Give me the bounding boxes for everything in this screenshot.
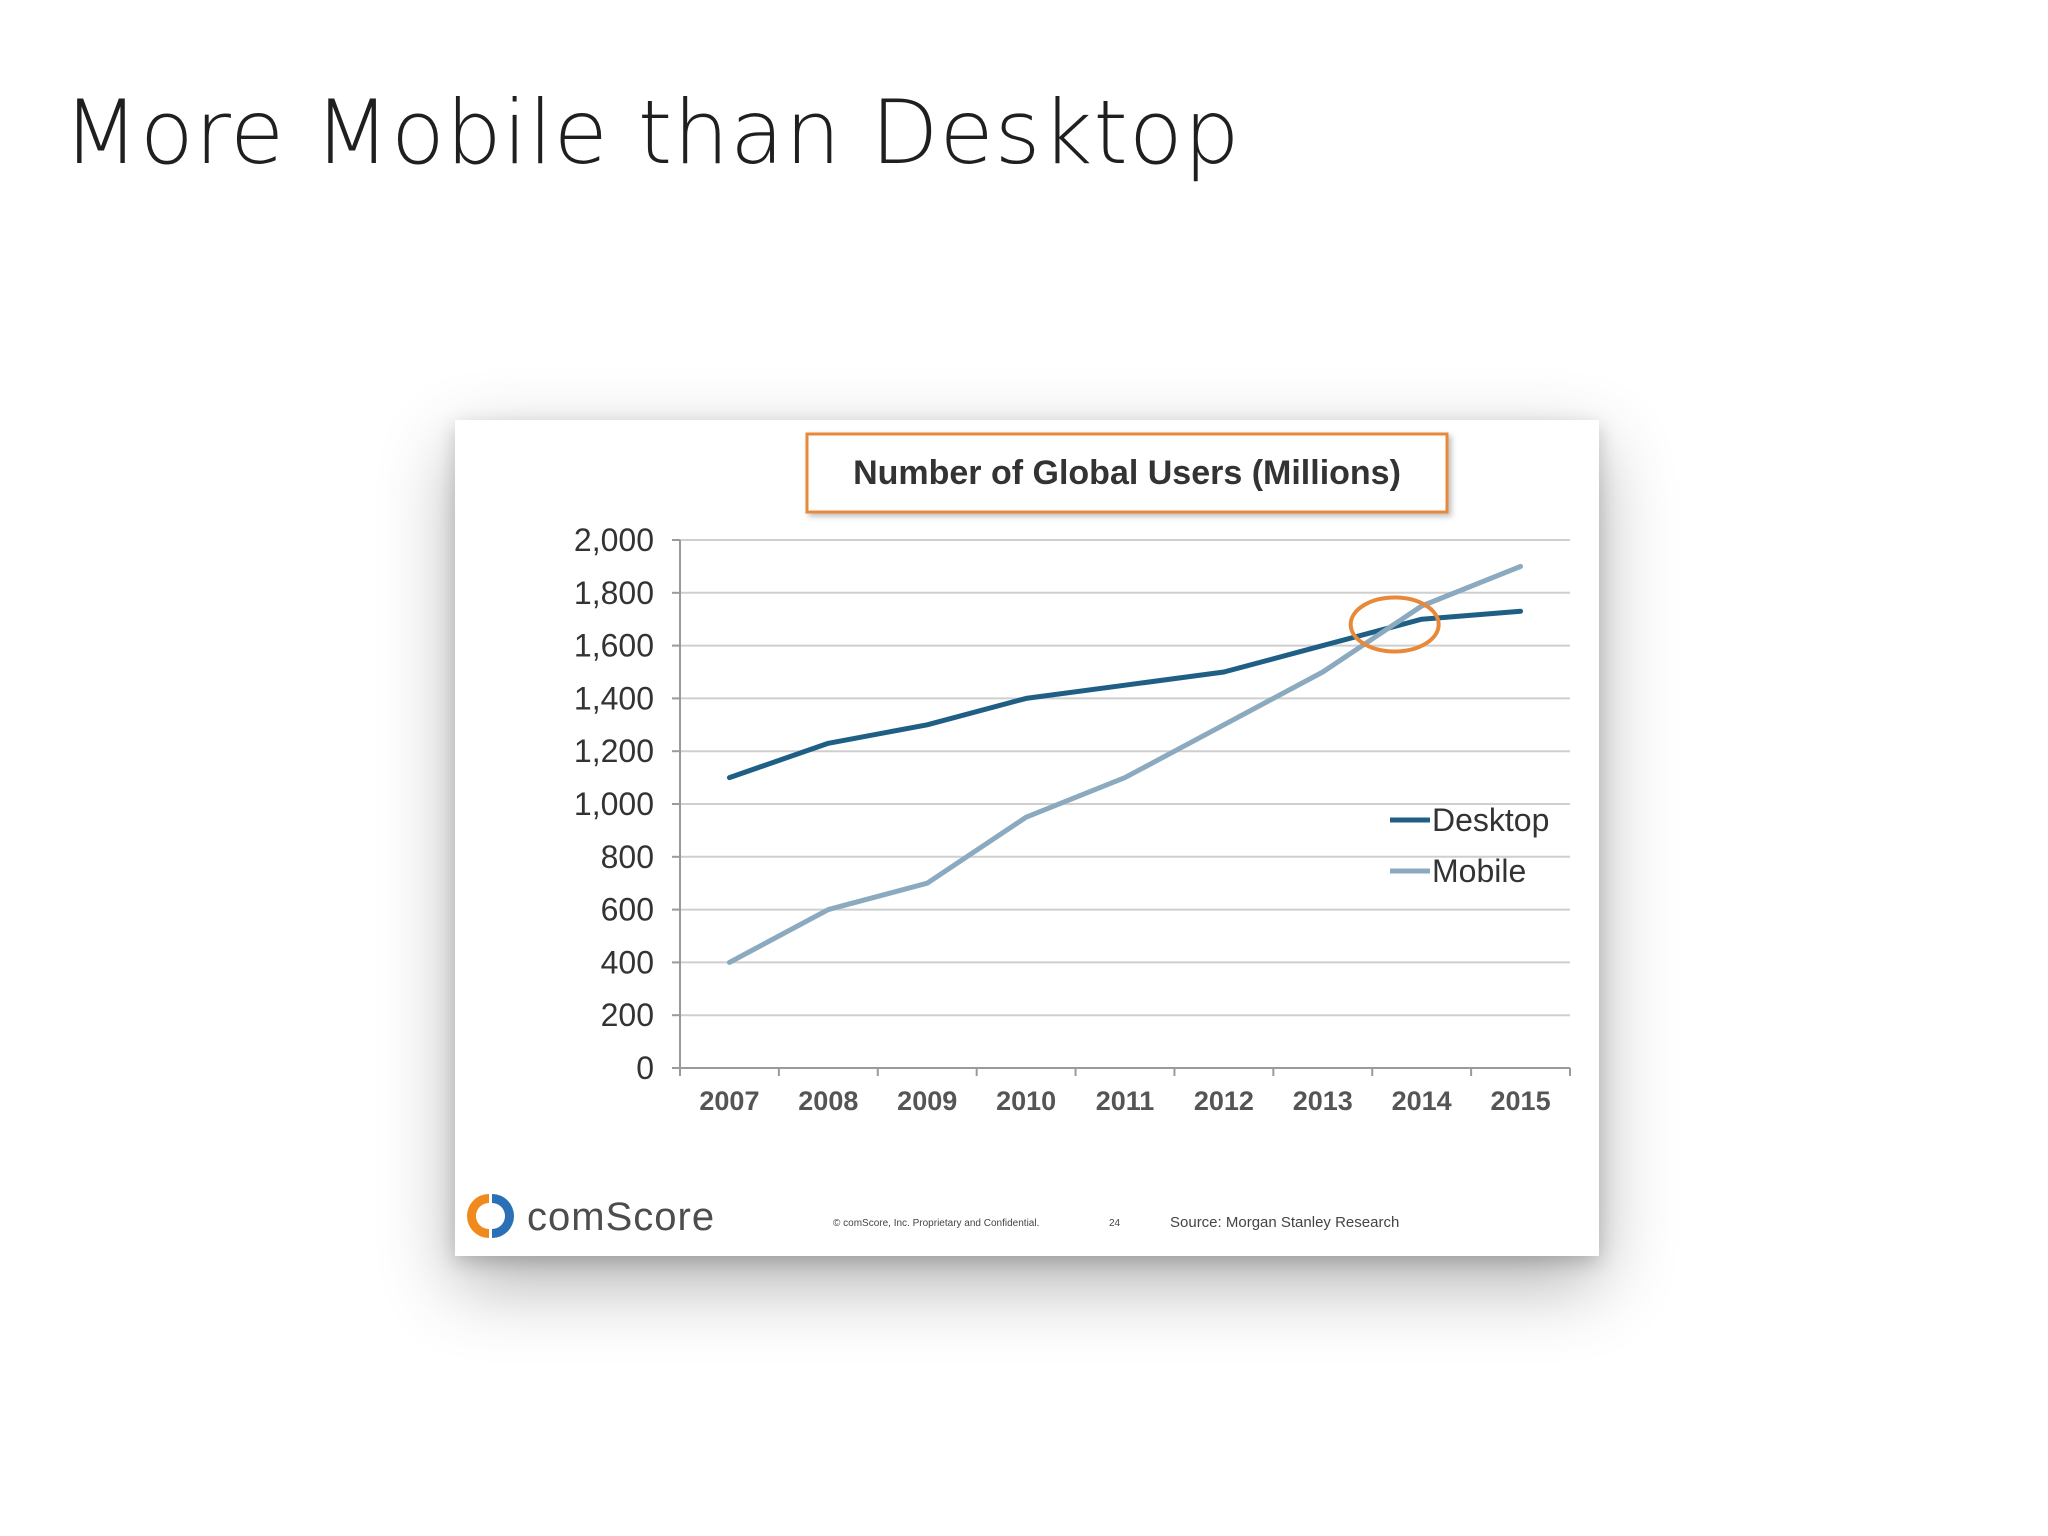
y-tick-label: 1,000 — [574, 786, 654, 822]
y-tick-label: 0 — [636, 1050, 654, 1086]
highlight-circle — [1348, 595, 1441, 654]
x-tick-label: 2011 — [1096, 1086, 1155, 1116]
grid-lines — [680, 539, 1570, 1017]
x-tick-label: 2012 — [1194, 1086, 1254, 1116]
y-tick-label: 1,400 — [574, 680, 654, 716]
series-line-desktop — [726, 608, 1524, 781]
series-line-mobile — [726, 563, 1524, 965]
annotations — [1348, 595, 1441, 654]
comscore-brand: comScore — [527, 1195, 715, 1239]
axes — [672, 539, 1571, 1076]
legend-label-mobile: Mobile — [1432, 853, 1526, 889]
x-tick-label: 2008 — [798, 1086, 858, 1116]
x-tick-label: 2009 — [897, 1086, 957, 1116]
x-tick-label: 2010 — [996, 1086, 1056, 1116]
y-tick-label: 200 — [601, 997, 654, 1033]
x-tick-label: 2014 — [1392, 1086, 1452, 1116]
chart-title-box — [805, 432, 1449, 514]
y-tick-label: 600 — [601, 892, 654, 928]
series-lines — [726, 563, 1524, 965]
chart-title: Number of Global Users (Millions) — [853, 454, 1401, 492]
x-tick-label: 2015 — [1491, 1086, 1551, 1116]
footer-page-number: 24 — [1109, 1218, 1121, 1229]
x-tick-label: 2013 — [1293, 1086, 1353, 1116]
chart-card: Number of Global Users (Millions) 0 200 40… — [455, 420, 1599, 1256]
x-tick-label: 2007 — [699, 1086, 759, 1116]
y-tick-label: 1,800 — [574, 575, 654, 611]
y-tick-label: 1,600 — [574, 628, 654, 664]
line-chart: Number of Global Users (Millions) 0 200 40… — [467, 432, 1571, 1239]
footer-copyright: © comScore, Inc. Proprietary and Confide… — [833, 1218, 1039, 1229]
y-tick-label: 1,200 — [574, 733, 654, 769]
comscore-logo-icon — [467, 1194, 514, 1238]
y-tick-label: 2,000 — [574, 522, 654, 558]
y-tick-label: 400 — [601, 944, 654, 980]
footer-source: Source: Morgan Stanley Research — [1170, 1214, 1399, 1231]
legend: Desktop Mobile — [1390, 802, 1549, 889]
y-tick-label: 800 — [601, 839, 654, 875]
x-axis-tick-labels: 2007 2008 2009 2010 2011 2012 2013 2014 2015 — [699, 1086, 1550, 1116]
y-axis-tick-labels: 0 200 400 600 800 1,000 1,200 1,400 1,600 1,800 2,… — [574, 522, 654, 1086]
slide-title: More Mobile than Desktop — [63, 81, 1241, 184]
legend-label-desktop: Desktop — [1432, 802, 1549, 838]
